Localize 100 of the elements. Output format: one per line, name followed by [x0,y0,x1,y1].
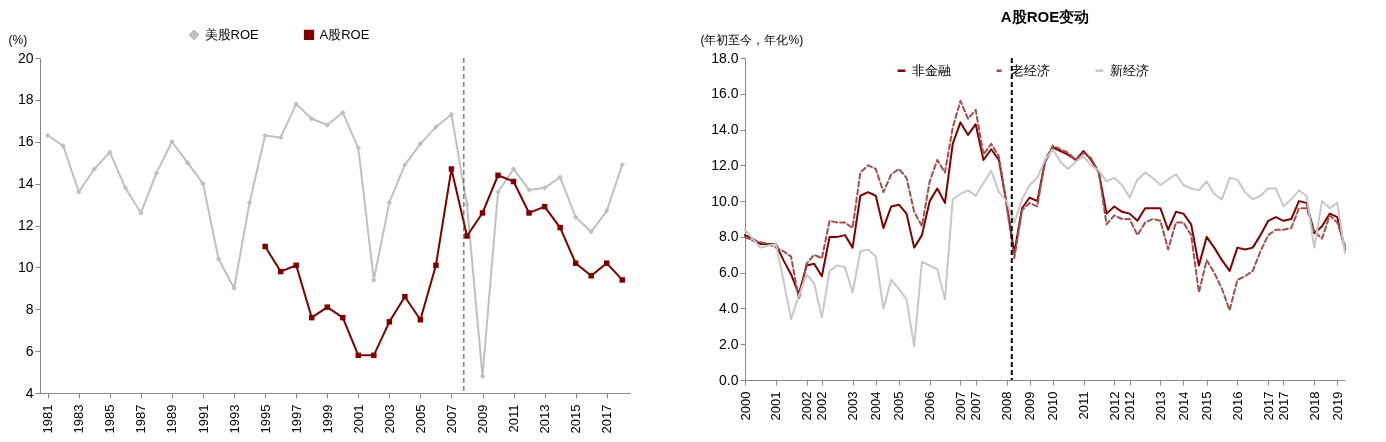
y-tick-label: 14 [17,175,34,192]
x-tick-label: 1995 [257,404,273,434]
x-tick-label: 2015 [568,404,584,434]
point [324,304,330,310]
x-tick-label: 2014 [1175,391,1191,421]
x-tick-label: 2018 [1306,391,1322,421]
y-tick-label: 14.0 [711,121,739,138]
point [510,166,517,172]
point [122,185,129,191]
y-tick-label: 18 [17,91,34,108]
point [371,352,377,359]
point [262,132,268,139]
point [45,132,51,139]
point [231,285,237,292]
point [293,262,299,269]
point [91,166,98,172]
point [526,210,532,216]
legend-label: 非金融 [912,62,951,78]
y-tick-label: 4 [25,384,34,401]
x-tick-label: 2017 [599,404,615,434]
x-tick-label: 1989 [164,404,180,434]
line-series [744,99,1346,312]
x-tick-label: 2007 [968,391,984,421]
point [355,145,362,151]
x-tick-label: 2007 [952,391,968,421]
x-tick-label: 2010 [1045,391,1061,421]
y-tick-label: 12 [17,217,34,233]
point [60,143,67,149]
point [619,162,625,168]
point [448,166,455,172]
x-tick-label: 1985 [102,404,118,434]
x-tick-label: 2012 [1106,391,1122,421]
point [495,172,501,178]
x-tick-label: 2017 [1260,391,1276,421]
point [619,277,625,283]
x-tick-label: 2006 [922,391,938,421]
point [572,260,579,266]
point [262,243,268,250]
y-tick-label: 18.0 [711,49,739,66]
line-series [744,121,1346,296]
point [572,214,579,220]
x-tick-label: 2011 [506,404,522,433]
x-tick-label: 2016 [1229,391,1245,421]
x-tick-label: 2001 [768,391,784,421]
point [107,149,113,155]
legend-label: A股ROE [319,26,370,42]
point [479,210,486,216]
point [557,224,563,231]
x-tick-label: 2009 [475,404,490,434]
x-tick-label: 2012 [1122,391,1138,421]
x-tick-label: 2000 [737,391,753,421]
legend-label: 新经济 [1110,62,1149,78]
point [603,260,610,266]
y-tick-label: 6.0 [719,264,739,281]
y-tick-label: 16 [17,133,34,150]
x-tick-label: 2017 [1275,391,1291,421]
x-tick-label: 2015 [1199,391,1215,421]
y-tick-label: 8.0 [719,228,739,245]
x-tick-label: 2019 [1329,391,1345,421]
x-tick-label: 1993 [226,404,242,434]
line-series [744,148,1346,348]
point [603,208,610,214]
legend-label: 美股ROE [204,26,259,42]
x-tick-label: 1991 [195,404,211,434]
point [402,293,408,300]
y-tick-label: 12.0 [711,156,739,173]
point [340,314,346,321]
point [433,262,439,269]
legend-label: 老经济 [1011,62,1050,78]
y-tick-label: 8 [25,300,34,317]
point [588,229,594,235]
y-tick-label: 16.0 [711,85,739,102]
x-tick-label: 2013 [1152,391,1168,421]
x-tick-label: 2003 [845,391,861,421]
x-tick-label: 2011 [1076,391,1092,420]
x-tick-label: 1999 [319,404,335,434]
point [153,170,160,176]
x-tick-label: 1997 [288,404,304,434]
x-tick-label: 2007 [443,404,459,434]
y-tick-label: 10.0 [711,192,739,209]
point [557,174,563,181]
x-tick-label: 2002 [799,391,815,421]
y-tick-label: 20 [17,49,34,66]
point [340,109,346,116]
x-tick-label: 2005 [891,391,907,421]
x-tick-label: 1981 [40,404,56,434]
point [308,115,315,122]
point [386,319,393,325]
point [215,256,222,262]
x-tick-label: 1983 [71,404,87,434]
x-tick-label: 2005 [412,404,428,434]
x-tick-label: 2013 [537,404,553,434]
x-tick-label: 2004 [868,391,884,421]
x-tick-label: 1987 [133,404,149,434]
x-tick-label: 2001 [350,404,366,434]
x-tick-label: 2003 [381,404,397,434]
y-tick-label: 6 [25,342,34,359]
x-tick-label: 2009 [1022,391,1038,421]
y-axis-title: (年初至今，年化%) [700,32,804,47]
y-tick-label: 0.0 [719,371,739,388]
